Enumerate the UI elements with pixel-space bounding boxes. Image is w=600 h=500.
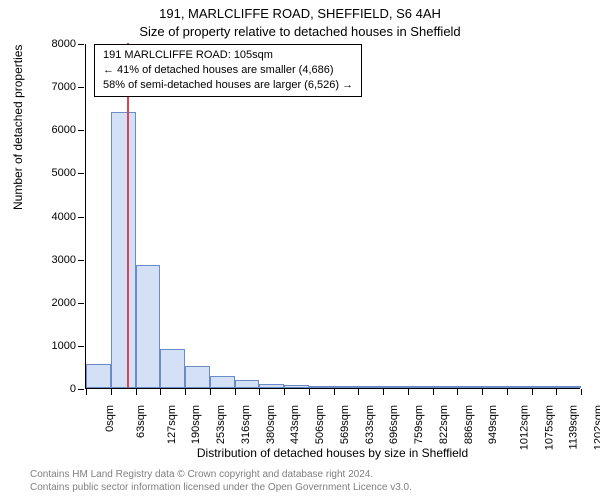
x-tick-label: 886sqm (463, 405, 475, 444)
histogram-bar (210, 376, 235, 388)
x-tick (581, 389, 582, 395)
x-tick-label: 506sqm (314, 405, 326, 444)
x-tick (358, 389, 359, 395)
histogram-bar (86, 364, 111, 388)
histogram-chart: 191, MARLCLIFFE ROAD, SHEFFIELD, S6 4AH … (0, 0, 600, 500)
x-tick-label: 1139sqm (567, 405, 579, 449)
x-tick (259, 389, 260, 395)
histogram-bar (408, 386, 433, 388)
x-tick-label: 443sqm (289, 405, 301, 444)
histogram-bar (334, 386, 359, 388)
histogram-bar (556, 386, 581, 388)
x-tick-label: 633sqm (364, 405, 376, 444)
x-tick (383, 389, 384, 395)
histogram-bar (433, 386, 458, 388)
x-tick (408, 389, 409, 395)
histogram-bar (507, 386, 532, 388)
x-tick (111, 389, 112, 395)
x-tick-label: 569sqm (339, 405, 351, 444)
x-tick (433, 389, 434, 395)
y-tick-label: 7000 (52, 81, 76, 93)
x-tick (235, 389, 236, 395)
y-tick-label: 3000 (52, 254, 76, 266)
histogram-bar (160, 349, 185, 388)
y-tick-label: 4000 (52, 211, 76, 223)
histogram-bar (532, 386, 557, 388)
info-line-3: 58% of semi-detached houses are larger (… (103, 78, 353, 93)
chart-title: 191, MARLCLIFFE ROAD, SHEFFIELD, S6 4AH (0, 6, 600, 21)
y-tick-label: 2000 (52, 297, 76, 309)
y-tick-label: 1000 (52, 340, 76, 352)
y-tick (78, 389, 84, 390)
info-line-1: 191 MARLCLIFFE ROAD: 105sqm (103, 48, 353, 63)
x-tick (507, 389, 508, 395)
x-tick (160, 389, 161, 395)
footer: Contains HM Land Registry data © Crown c… (30, 469, 412, 494)
y-tick-label: 8000 (52, 38, 76, 50)
y-tick (78, 260, 84, 261)
y-tick (78, 303, 84, 304)
y-tick (78, 130, 84, 131)
info-box: 191 MARLCLIFFE ROAD: 105sqm ← 41% of det… (94, 44, 362, 97)
y-tick-label: 5000 (52, 167, 76, 179)
histogram-bar (309, 386, 334, 388)
x-tick-label: 380sqm (265, 405, 277, 444)
histogram-bar (111, 112, 136, 388)
histogram-bar (235, 380, 260, 388)
x-tick (556, 389, 557, 395)
histogram-bar (284, 385, 309, 388)
histogram-bar (457, 386, 482, 388)
histogram-bar (259, 384, 284, 388)
y-tick (78, 44, 84, 45)
info-line-2: ← 41% of detached houses are smaller (4,… (103, 63, 353, 78)
x-tick-label: 759sqm (413, 405, 425, 444)
x-tick (185, 389, 186, 395)
x-tick (482, 389, 483, 395)
y-tick-label: 0 (70, 383, 76, 395)
x-tick-label: 949sqm (487, 405, 499, 444)
x-tick (334, 389, 335, 395)
x-tick (284, 389, 285, 395)
x-tick-label: 253sqm (215, 405, 227, 444)
x-tick-label: 316sqm (240, 405, 252, 444)
histogram-bar (383, 386, 408, 388)
y-tick (78, 217, 84, 218)
histogram-bar (185, 366, 210, 388)
x-tick (532, 389, 533, 395)
x-tick-label: 63sqm (135, 405, 147, 438)
footer-line-2: Contains public sector information licen… (30, 482, 412, 495)
footer-line-1: Contains HM Land Registry data © Crown c… (30, 469, 412, 482)
y-tick (78, 346, 84, 347)
x-tick-label: 0sqm (104, 405, 116, 432)
x-tick-label: 127sqm (166, 405, 178, 444)
y-axis-title: Number of detached properties (11, 45, 25, 210)
x-tick-label: 190sqm (190, 405, 202, 444)
y-tick (78, 87, 84, 88)
histogram-bar (482, 386, 507, 388)
x-tick-label: 1075sqm (543, 405, 555, 450)
histogram-bar (358, 386, 383, 388)
x-tick (309, 389, 310, 395)
chart-subtitle: Size of property relative to detached ho… (0, 24, 600, 39)
histogram-bar (136, 265, 161, 388)
x-tick (210, 389, 211, 395)
y-tick (78, 173, 84, 174)
x-tick (457, 389, 458, 395)
x-tick-label: 696sqm (388, 405, 400, 444)
x-tick (86, 389, 87, 395)
x-tick-label: 1202sqm (593, 405, 600, 450)
x-tick-label: 1012sqm (518, 405, 530, 450)
x-axis-title: Distribution of detached houses by size … (85, 446, 580, 460)
y-tick-label: 6000 (52, 124, 76, 136)
x-tick (136, 389, 137, 395)
x-tick-label: 822sqm (438, 405, 450, 444)
